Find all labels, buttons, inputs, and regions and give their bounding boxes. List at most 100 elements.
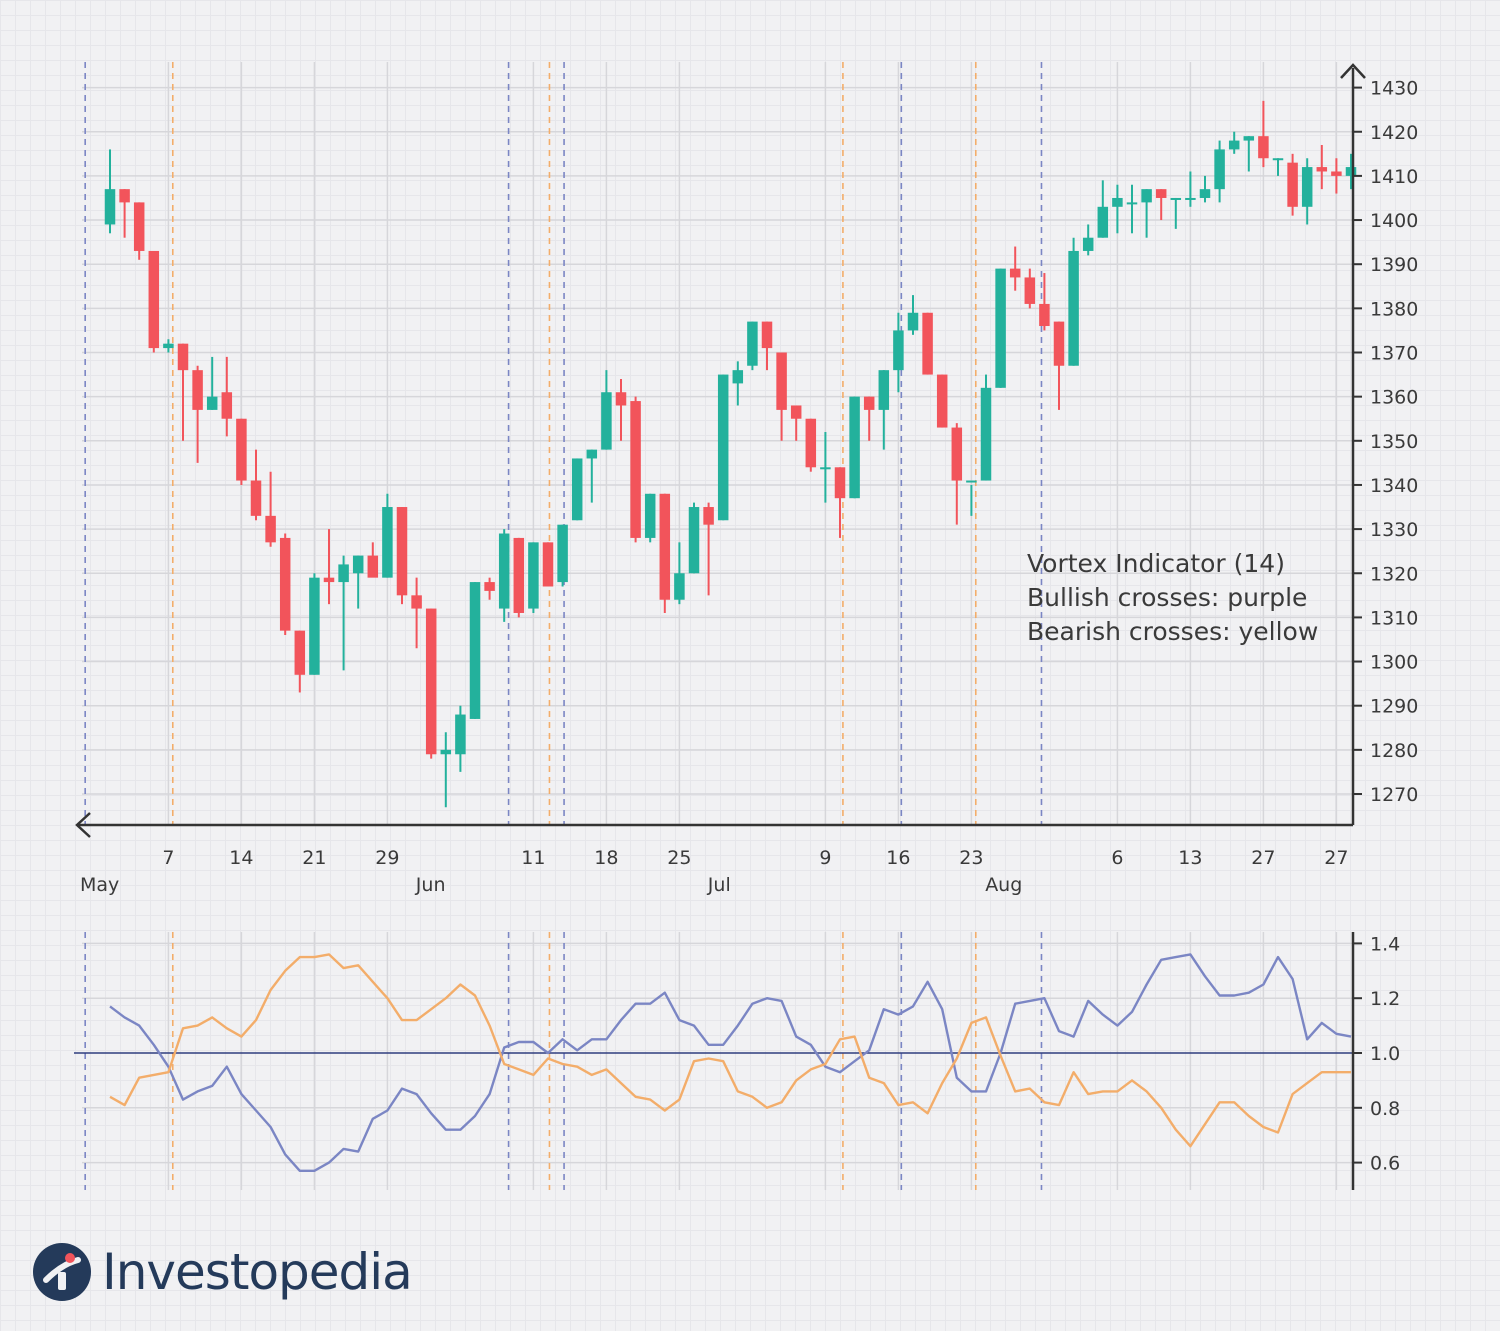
candle-bullish [820,467,831,470]
y-tick-label: 1310 [1370,607,1418,629]
month-label: Jul [707,874,731,896]
x-tick-label: 7 [162,847,174,869]
candle-bullish [498,533,510,609]
x-tick-label: 13 [1178,847,1202,869]
candle-bullish [878,370,890,410]
brand-name: Investopedia [102,1243,413,1301]
legend-line-bullish: Bullish crosses: purple [1027,583,1307,612]
candle-bearish [221,392,233,419]
candle-bullish [995,268,1006,388]
axes [75,63,1366,1190]
candle-bullish [1228,140,1240,150]
candle-bullish [1243,136,1255,141]
x-tick-label: 27 [1251,847,1275,869]
candle-bearish [1287,162,1298,207]
candle-bearish [951,427,963,481]
legend: Vortex Indicator (14) Bullish crosses: p… [1027,549,1318,646]
candle-bearish [1155,189,1167,198]
candle-bullish [309,577,320,675]
candle-bearish [484,582,495,591]
candle-bearish [279,537,291,631]
candle-bearish [1024,277,1036,304]
candle-bullish [907,312,919,331]
legend-line-indicator: Vortex Indicator (14) [1027,549,1285,578]
candle-bearish [630,401,641,538]
candle-bullish [469,582,481,719]
candle-bullish [206,396,218,410]
x-tick-label: 16 [886,847,910,869]
y-tick-label: 1400 [1370,210,1418,232]
candle-bullish [849,396,860,499]
x-tick-label: 21 [302,847,326,869]
y-tick-label: 1360 [1370,387,1418,409]
sub-y-tick-label: 0.8 [1370,1098,1400,1120]
x-tick-label: 6 [1111,847,1123,869]
y-tick-label: 1270 [1370,784,1418,806]
candle-bearish [1039,303,1050,327]
month-label: Aug [985,874,1022,896]
candle-bullish [455,714,466,755]
candle-bearish [1316,167,1328,172]
y-tick-label: 1370 [1370,343,1418,365]
candle-bullish [1199,189,1211,198]
axis-labels: 1270128012901300131013201330134013501360… [80,78,1418,1175]
x-tick-label: 9 [819,847,831,869]
candle-bearish [659,493,671,600]
candle-bearish [396,507,408,596]
candle-bearish [323,577,335,583]
candle-bullish [1301,167,1313,207]
x-tick-label: 18 [594,847,618,869]
candle-bullish [571,458,583,521]
x-tick-label: 11 [521,847,545,869]
candle-bullish [1272,158,1284,161]
candle-bearish [776,352,787,410]
legend-line-bearish: Bearish crosses: yellow [1027,617,1318,646]
vi-plus-line [109,953,1352,1173]
vortex-lines [74,953,1353,1173]
candle-bullish [163,343,174,349]
candle-bearish [119,189,130,203]
candle-bearish [294,630,306,675]
candle-bullish [1170,197,1182,200]
candle-bullish [717,374,729,521]
y-tick-label: 1430 [1370,78,1418,100]
candle-bearish [703,507,714,525]
candle-bearish [1053,321,1065,366]
candle-bearish [513,537,525,613]
candle-bullish [1214,149,1225,190]
y-axis-arrow-icon [1340,63,1366,79]
y-tick-label: 1350 [1370,431,1418,453]
crossover-lines [84,62,1043,1190]
candle-bullish [1345,167,1357,176]
candle-bearish [805,418,817,468]
candle-bullish [1141,189,1152,203]
candle-bullish [557,524,568,583]
candle-bearish [425,608,437,755]
sub-y-tick-label: 1.2 [1370,988,1400,1010]
candle-bearish [250,480,262,516]
candle-bullish [1185,197,1196,200]
y-tick-label: 1330 [1370,519,1418,541]
candle-bearish [236,418,247,481]
y-tick-label: 1380 [1370,298,1418,320]
y-tick-label: 1290 [1370,696,1418,718]
candle-bearish [1258,136,1269,159]
investopedia-logo-icon [33,1243,91,1301]
y-tick-label: 1340 [1370,475,1418,497]
candle-bearish [922,312,933,375]
candle-bearish [148,250,160,349]
candle-bearish [542,542,554,587]
y-tick-label: 1410 [1370,166,1418,188]
candle-bullish [1097,206,1109,238]
sub-y-tick-label: 0.6 [1370,1153,1400,1175]
y-tick-label: 1420 [1370,122,1418,144]
month-label: May [80,874,119,896]
x-tick-label: 29 [375,847,399,869]
x-axis-arrow-icon [75,812,91,838]
candle-bearish [265,515,276,543]
sub-y-tick-label: 1.0 [1370,1043,1400,1065]
candle-bearish [790,405,802,419]
candle-bearish [761,321,773,349]
x-tick-label: 27 [1324,847,1348,869]
